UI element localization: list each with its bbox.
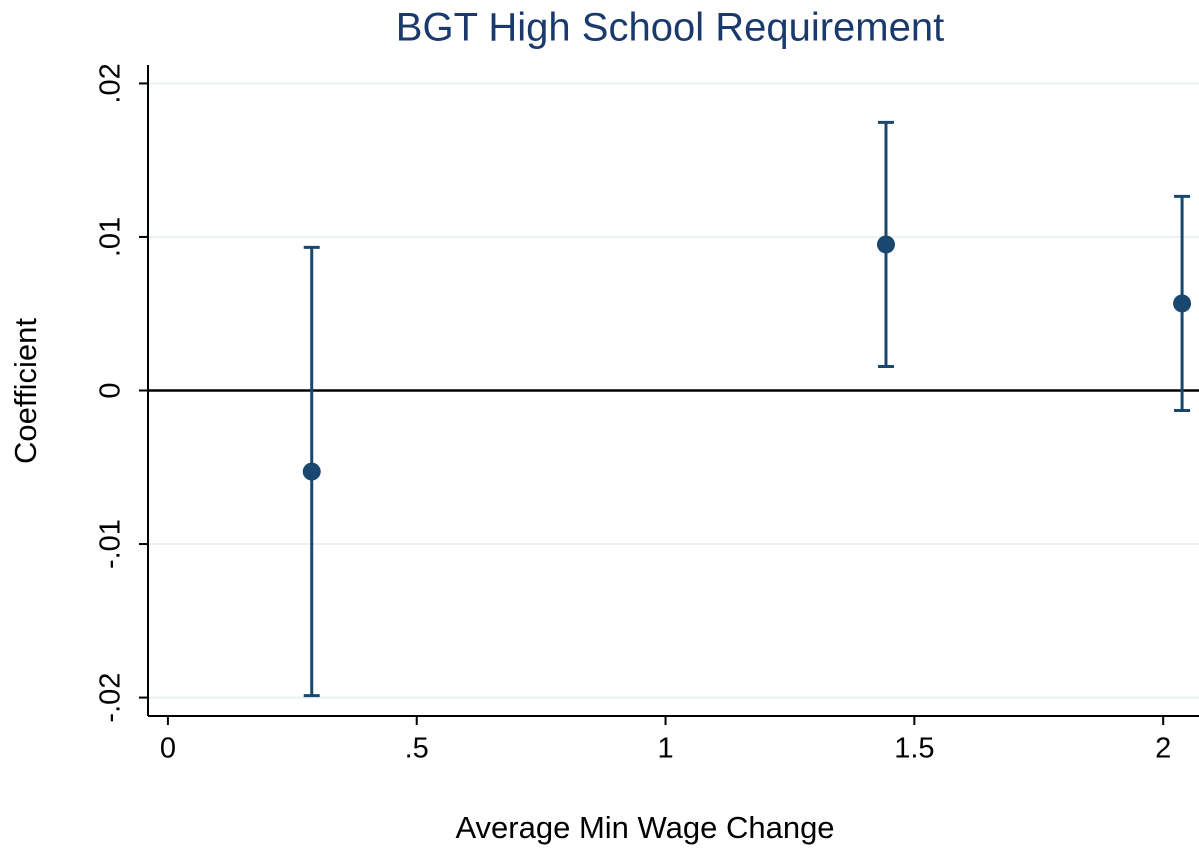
y-tick-label: .02 <box>95 63 127 103</box>
point <box>1173 294 1192 313</box>
point <box>876 235 895 254</box>
y-tick-label: -.02 <box>95 673 127 723</box>
x-tick-label: 2 <box>1155 733 1171 765</box>
y-tick-label: 0 <box>95 382 127 398</box>
chart-title: BGT High School Requirement <box>396 6 944 50</box>
x-tick-label: 1 <box>657 733 673 765</box>
point <box>302 462 321 481</box>
x-axis-label: Average Min Wage Change <box>455 810 834 845</box>
y-axis-label: Coefficient <box>8 318 43 464</box>
y-tick-label: .01 <box>95 217 127 257</box>
y-tick-label: -.01 <box>95 519 127 569</box>
x-tick-label: 0 <box>160 733 176 765</box>
x-tick-label: 1.5 <box>894 733 934 765</box>
x-tick-label: .5 <box>405 733 429 765</box>
